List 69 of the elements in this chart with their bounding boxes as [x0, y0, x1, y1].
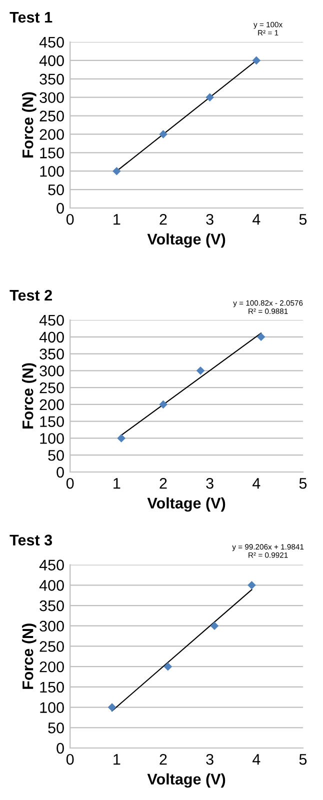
x-tick-label: 4	[252, 478, 260, 489]
x-tick-label: 3	[206, 478, 214, 489]
y-tick-label: 0	[56, 742, 64, 754]
x-tick-label: 4	[252, 754, 260, 765]
y-tick-label: 200	[40, 129, 64, 140]
x-tick-label: 5	[299, 754, 307, 765]
x-tick-label: 3	[206, 214, 214, 225]
chart-title: Test 2	[10, 290, 52, 301]
x-tick-label: 5	[299, 478, 307, 489]
y-tick-label: 450	[39, 36, 64, 48]
chart-title: Test 3	[10, 534, 52, 546]
y-tick-label: 300	[40, 620, 64, 632]
y-tick-label: 250	[40, 110, 64, 122]
y-tick-label: 150	[40, 682, 64, 693]
point	[164, 662, 172, 671]
y-axis-title: Force (N)	[22, 624, 36, 689]
point	[248, 580, 256, 590]
y-tick-label: 250	[40, 382, 64, 394]
y-tick-label: 350	[40, 348, 64, 360]
x-tick-label: 0	[66, 214, 74, 225]
point	[210, 622, 219, 630]
y-tick-label: 150	[40, 416, 64, 428]
point	[256, 332, 266, 342]
y-tick-label: 0	[56, 466, 64, 478]
point	[159, 130, 168, 138]
y-tick-label: 100	[40, 433, 64, 444]
x-tick-label: 1	[114, 214, 120, 225]
x-axis-title: Voltage (V)	[147, 233, 226, 248]
x-tick-label: 3	[206, 754, 214, 765]
y-tick-label: 300	[40, 92, 64, 104]
x-tick-label: 1	[114, 754, 120, 765]
y-tick-label: 50	[48, 450, 64, 461]
point	[252, 56, 261, 65]
y-axis-title: Force (N)	[22, 92, 36, 158]
point	[112, 166, 121, 176]
x-axis-title: Voltage (V)	[147, 497, 226, 512]
x-tick-label: 2	[160, 754, 167, 765]
point	[159, 400, 168, 409]
x-tick-label: 5	[299, 214, 307, 225]
y-tick-label: 450	[39, 560, 64, 570]
y-tick-label: 50	[48, 722, 64, 734]
y-tick-label: 100	[40, 166, 64, 177]
x-tick-label: 0	[66, 754, 74, 765]
x-tick-label: 1	[114, 478, 120, 489]
y-tick-label: 400	[39, 580, 64, 591]
y-tick-label: 300	[40, 366, 64, 376]
y-tick-label: 400	[39, 332, 64, 343]
y-tick-label: 200	[40, 661, 64, 672]
point	[196, 366, 205, 375]
y-tick-label: 250	[40, 641, 64, 652]
y-axis-title: Force (N)	[22, 363, 36, 429]
x-tick-label: 0	[66, 478, 74, 489]
y-tick-label: 450	[39, 314, 64, 326]
point	[108, 703, 116, 712]
chart-title: Test 1	[10, 12, 52, 23]
x-tick-label: 2	[160, 478, 167, 489]
point	[206, 93, 214, 102]
y-tick-label: 100	[40, 702, 64, 713]
x-tick-label: 4	[252, 214, 260, 225]
x-axis-title: Voltage (V)	[147, 773, 226, 788]
y-tick-label: 150	[40, 148, 64, 158]
y-tick-label: 50	[48, 184, 64, 196]
x-tick-label: 2	[160, 214, 167, 225]
y-tick-label: 350	[40, 600, 64, 612]
y-tick-label: 400	[39, 55, 64, 66]
y-tick-label: 350	[40, 74, 64, 85]
y-tick-label: 0	[56, 202, 64, 214]
y-tick-label: 200	[40, 399, 64, 410]
point	[117, 434, 126, 442]
